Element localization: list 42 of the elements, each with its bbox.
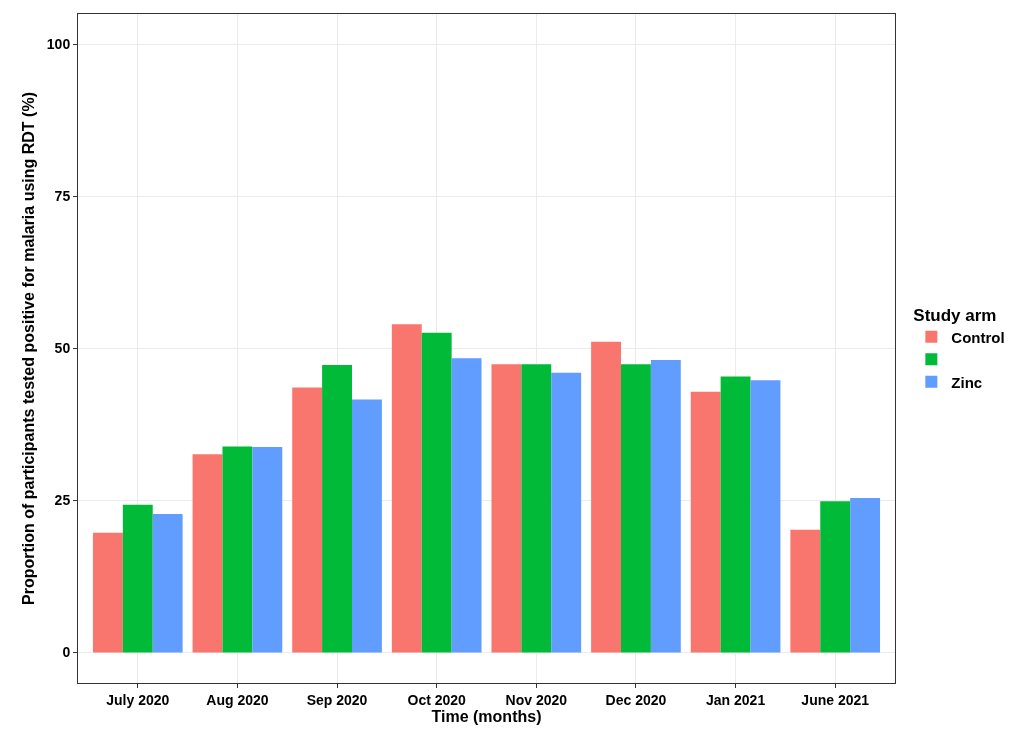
bar <box>252 447 283 653</box>
bar <box>621 364 651 653</box>
bar <box>790 529 821 653</box>
bar <box>491 364 522 653</box>
x-tick-label: Aug 2020 <box>206 691 269 708</box>
bar <box>521 364 552 653</box>
bar <box>292 387 323 653</box>
bar <box>322 364 352 653</box>
x-tick-label: Jan 2021 <box>706 691 766 708</box>
bar <box>591 341 622 653</box>
x-tick-label: Sep 2020 <box>306 691 368 708</box>
bar <box>690 391 721 653</box>
bar <box>650 360 681 653</box>
x-axis-title: Time (months) <box>431 708 542 726</box>
y-tick-label: 100 <box>46 36 71 53</box>
legend-label: Control <box>951 328 1005 346</box>
x-tick-label: July 2020 <box>106 691 170 708</box>
bar <box>192 454 223 653</box>
bar <box>850 498 881 653</box>
bar <box>421 332 452 653</box>
bar <box>750 380 781 653</box>
bar <box>152 513 183 653</box>
legend-label: Zinc <box>951 373 983 391</box>
bar <box>720 376 751 653</box>
x-tick-label: June 2021 <box>801 691 870 708</box>
bar <box>391 324 422 653</box>
y-tick-label: 0 <box>62 644 71 661</box>
y-tick-label: 75 <box>54 188 71 205</box>
bar <box>451 358 482 653</box>
bar <box>351 399 382 653</box>
bar <box>92 532 123 653</box>
y-tick-label: 25 <box>54 492 71 509</box>
x-tick-label: Dec 2020 <box>605 691 667 708</box>
x-tick-label: Oct 2020 <box>407 691 467 708</box>
bar <box>122 504 153 653</box>
y-tick-label: 50 <box>54 340 71 357</box>
bar <box>820 501 851 653</box>
x-tick-label: Nov 2020 <box>505 691 568 708</box>
legend-title: Study arm <box>913 305 997 325</box>
bar <box>222 446 253 653</box>
bar <box>551 372 582 653</box>
y-axis-title: Proportion of participants tested positive for malaria using RDT (%) <box>19 92 37 605</box>
